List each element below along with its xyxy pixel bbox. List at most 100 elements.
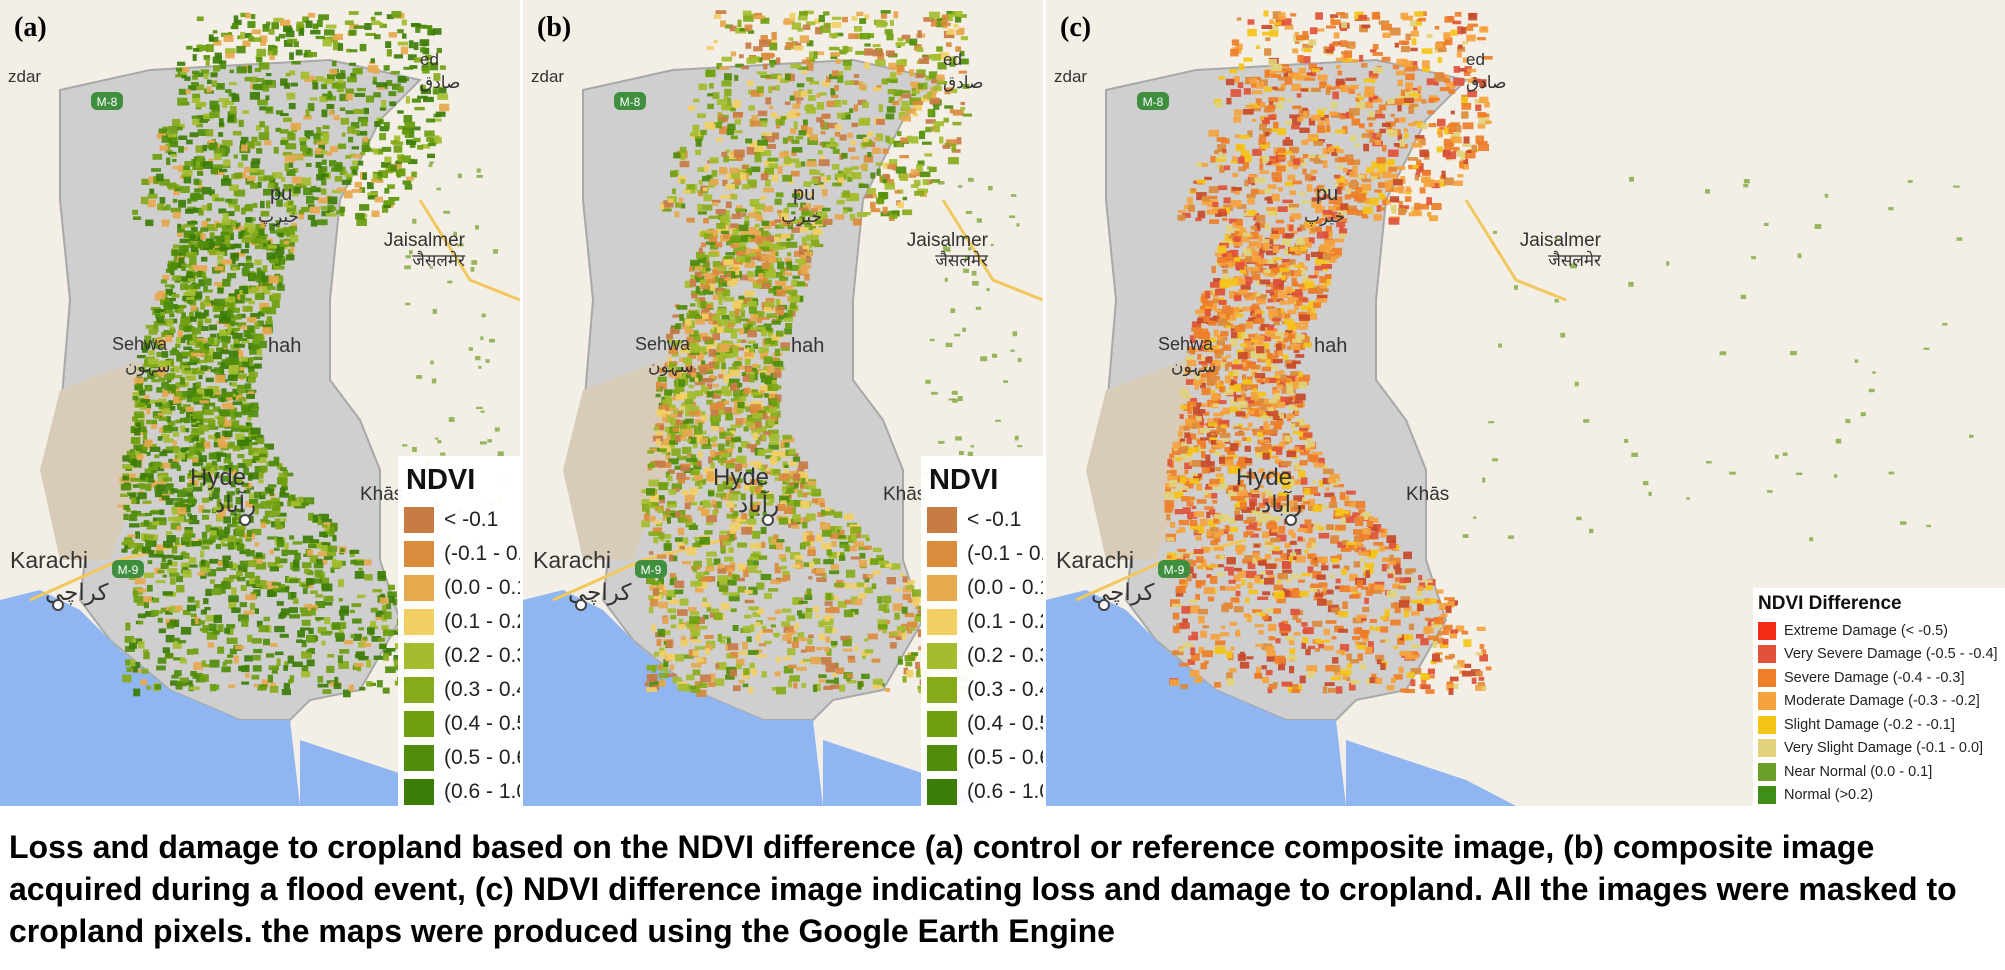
difference-legend-item: Severe Damage (-0.4 - -0.3] <box>1758 666 2005 690</box>
highway-shield <box>1158 560 1190 578</box>
ndvi-legend-swatch <box>404 541 434 567</box>
map-label: जैसलमेर <box>412 250 466 270</box>
map-label: Karachi <box>1056 547 1134 573</box>
difference-legend-label: Normal (>0.2) <box>1784 787 1874 804</box>
ndvi-legend-item: (0.6 - 1.0] <box>404 775 520 806</box>
difference-legend-label: Severe Damage (-0.4 - -0.3] <box>1784 669 1965 686</box>
ndvi-legend-item: (0.5 - 0.6] <box>927 741 1043 775</box>
map-label: hah <box>268 335 301 357</box>
ndvi-legend-item: (0.1 - 0.2] <box>927 605 1043 639</box>
ndvi-legend-swatch <box>927 677 957 703</box>
ndvi-legend-label: (0.2 - 0.3] <box>444 644 520 667</box>
map-label: Khās <box>360 484 403 505</box>
difference-legend-swatch <box>1758 621 1776 640</box>
map-label: Sehwa <box>635 334 691 354</box>
difference-legend-title: NDVI Difference <box>1758 593 1902 614</box>
map-label: Jaisalmer <box>384 230 466 251</box>
difference-legend-swatch <box>1758 786 1776 805</box>
ndvi-legend-swatch <box>404 643 434 669</box>
figure-caption: Loss and damage to cropland based on the… <box>9 829 1957 949</box>
ndvi-legend-label: (0.6 - 1.0] <box>967 780 1043 803</box>
difference-legend-item: Slight Damage (-0.2 - -0.1] <box>1758 713 2005 737</box>
ndvi-legend-swatch <box>927 779 957 805</box>
panel-label-c: (c) <box>1060 12 1092 43</box>
difference-legend-swatch <box>1758 645 1776 664</box>
road <box>418 199 520 302</box>
map-label: Sehwa <box>112 334 168 354</box>
highway-label: M-9 <box>1164 563 1185 577</box>
highway-label: M-9 <box>641 563 662 577</box>
ndvi-legend-swatch <box>404 779 434 805</box>
map-label: رآباد <box>738 490 779 518</box>
difference-legend-item: Near Normal (0.0 - 0.1] <box>1758 760 2005 784</box>
ndvi-legend-item: (0.2 - 0.3] <box>927 639 1043 673</box>
ndvi-legend-item: (-0.1 - 0.0] <box>927 537 1043 571</box>
map-label: خیرپ <box>781 207 822 227</box>
map-label: ed <box>943 50 962 69</box>
ndvi-legend-label: (0.3 - 0.4] <box>444 678 520 701</box>
city-marker <box>575 599 587 611</box>
highway-label: M-8 <box>1143 95 1164 109</box>
ndvi-legend-item: (0.3 - 0.4] <box>404 673 520 707</box>
difference-legend-label: Near Normal (0.0 - 0.1] <box>1784 763 1933 780</box>
map-label: Khās <box>883 484 926 505</box>
highway-shield <box>91 92 123 110</box>
ndvi-legend-swatch <box>927 711 957 737</box>
panel-label-a: (a) <box>14 12 47 43</box>
map-label: ed <box>1466 50 1485 69</box>
cropland-pixels <box>1164 10 1974 695</box>
map-label: hah <box>1314 335 1347 357</box>
highway-label: M-9 <box>118 563 139 577</box>
highway-shield <box>614 92 646 110</box>
ndvi-legend-label: (0.1 - 0.2] <box>967 610 1043 633</box>
map-label: Sehwa <box>1158 334 1214 354</box>
ndvi-legend-label: (0.0 - 0.1] <box>967 576 1043 599</box>
sea-area <box>1346 740 1516 806</box>
map-label: سہون <box>1171 357 1216 377</box>
map-label: zdar <box>1054 67 1087 86</box>
ndvi-legend-swatch <box>927 541 957 567</box>
city-marker <box>52 599 64 611</box>
highway-shield <box>635 560 667 578</box>
ndvi-legend-label: (-0.1 - 0.0] <box>967 542 1043 565</box>
ndvi-legend-label: < -0.1 <box>967 508 1022 531</box>
ndvi-legend-swatch <box>404 609 434 635</box>
difference-legend-label: Very Slight Damage (-0.1 - 0.0] <box>1784 740 1984 757</box>
ndvi-legend-item: (0.4 - 0.5] <box>404 707 520 741</box>
map-label: سہون <box>648 357 693 377</box>
ndvi-legend-label: (0.0 - 0.1] <box>444 576 520 599</box>
ndvi-legend-item: (0.0 - 0.1] <box>404 571 520 605</box>
difference-legend-item: Moderate Damage (-0.3 - -0.2] <box>1758 690 2005 714</box>
desert-area <box>40 360 150 560</box>
ndvi-legend-label: (0.3 - 0.4] <box>967 678 1043 701</box>
difference-legend-swatch <box>1758 692 1776 711</box>
map-label: رآباد <box>215 490 256 518</box>
cropland-pixels <box>641 10 1023 697</box>
ndvi-legend-label: (0.5 - 0.6] <box>444 746 520 769</box>
map-label: pu <box>270 183 292 205</box>
ndvi-legend-label: (0.1 - 0.2] <box>444 610 520 633</box>
map-label: Karachi <box>10 547 88 573</box>
ndvi-legend-label: (-0.1 - 0.0] <box>444 542 520 565</box>
sea-area <box>1046 590 1346 806</box>
ndvi-legend-swatch <box>927 507 957 533</box>
ndvi-legend-item: (0.0 - 0.1] <box>927 571 1043 605</box>
city-marker <box>1285 514 1297 526</box>
map-label: خیرپ <box>258 207 299 227</box>
difference-legend-item: Very Slight Damage (-0.1 - 0.0] <box>1758 737 2005 761</box>
difference-legend-swatch <box>1758 762 1776 781</box>
map-label: Jaisalmer <box>1520 230 1602 251</box>
difference-legend-swatch <box>1758 739 1776 758</box>
map-label: Hyde <box>1236 464 1292 491</box>
map-label: Hyde <box>190 464 246 491</box>
map-label: hah <box>791 335 824 357</box>
ndvi-legend-swatch <box>404 745 434 771</box>
map-label: zdar <box>531 67 564 86</box>
difference-legend-label: Extreme Damage (< -0.5) <box>1784 622 1948 639</box>
difference-legend-label: Moderate Damage (-0.3 - -0.2] <box>1784 693 1980 710</box>
ndvi-legend-item: (0.2 - 0.3] <box>404 639 520 673</box>
ndvi-legend-item: (0.1 - 0.2] <box>404 605 520 639</box>
highway-shield <box>112 560 144 578</box>
